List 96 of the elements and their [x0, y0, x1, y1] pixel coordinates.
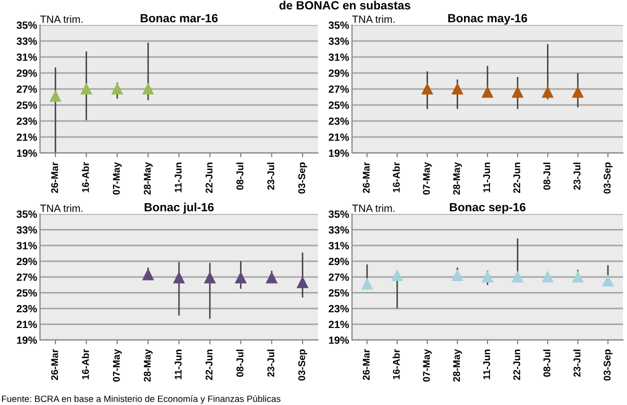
- y-tick-label: 25%: [16, 102, 37, 109]
- point: [572, 271, 584, 283]
- x-tick-label: 28-May: [144, 349, 153, 382]
- point: [602, 275, 614, 286]
- y-tick-label: 31%: [328, 54, 349, 61]
- y-tick-label: 27%: [16, 274, 37, 281]
- y-axis-title: TNA trim.: [40, 15, 82, 23]
- y-axis-title: TNA trim.: [352, 204, 394, 212]
- point: [266, 272, 278, 284]
- x-tick-label: 08-Jul: [236, 350, 244, 377]
- x-tick-label: 23-Jul: [267, 162, 274, 190]
- point: [235, 272, 246, 284]
- x-tick-label: 08-Jul: [236, 162, 244, 190]
- chart-title: Bonac sep-16: [450, 202, 526, 214]
- y-tick-label: 25%: [16, 289, 37, 297]
- y-tick-label: 33%: [328, 226, 349, 234]
- y-tick-label: 23%: [328, 118, 349, 125]
- point: [297, 276, 308, 288]
- x-tick-label: 28-May: [453, 162, 462, 195]
- y-tick-label: 33%: [328, 38, 349, 45]
- text: de BONAC en subastas: [279, 0, 410, 10]
- chart-title: Bonac jul-16: [144, 202, 214, 214]
- y-tick-label: 25%: [328, 289, 349, 297]
- y-tick-label: 33%: [16, 226, 37, 234]
- x-tick-label: 16-Abr: [392, 349, 400, 380]
- x-tick-label: 23-Jul: [573, 162, 580, 190]
- y-tick-label: 19%: [329, 336, 349, 344]
- x-tick-label: 26-Mar: [362, 162, 370, 194]
- x-tick-label: 28-May: [453, 349, 462, 382]
- x-tick-label: 08-Jul: [543, 350, 550, 377]
- y-tick-label: 29%: [328, 70, 349, 77]
- x-tick-label: 07-May: [423, 349, 432, 382]
- point: [542, 271, 554, 283]
- y-tick-label: 29%: [16, 70, 37, 77]
- y-tick-label: 29%: [16, 258, 37, 266]
- y-tick-label: 23%: [16, 305, 37, 312]
- y-tick-label: 21%: [328, 320, 349, 328]
- y-tick-label: 33%: [16, 38, 37, 45]
- x-tick-label: 22-Jun: [206, 350, 212, 380]
- x-tick-label: 28-May: [144, 162, 153, 195]
- point: [173, 272, 185, 284]
- y-tick-label: 27%: [16, 86, 37, 93]
- x-tick-label: 22-Jun: [513, 350, 520, 380]
- y-tick-label: 19%: [17, 150, 37, 157]
- x-tick-label: 16-Abr: [82, 162, 89, 192]
- point: [512, 271, 524, 283]
- x-tick-label: 11-Jun: [174, 162, 182, 192]
- x-tick-label: 26-Mar: [51, 349, 58, 380]
- y-tick-label: 29%: [328, 258, 349, 266]
- x-tick-label: 26-Mar: [362, 349, 370, 380]
- x-tick-label: 26-Mar: [51, 162, 58, 194]
- x-tick-label: 11-Jun: [483, 350, 490, 380]
- point: [204, 272, 216, 284]
- y-axis-title: TNA trim.: [40, 204, 82, 212]
- y-tick-label: 27%: [328, 274, 349, 281]
- x-tick-label: 08-Jul: [543, 162, 550, 190]
- x-tick-label: 23-Jul: [573, 350, 580, 377]
- y-tick-label: 27%: [328, 86, 349, 93]
- x-tick-label: 03-Sep: [298, 162, 308, 194]
- x-tick-label: 11-Jun: [174, 350, 182, 380]
- y-tick-label: 21%: [328, 134, 349, 141]
- chart-title: Bonac mar-16: [140, 14, 218, 22]
- x-tick-label: 23-Jul: [267, 350, 274, 377]
- x-tick-label: 07-May: [112, 162, 122, 195]
- y-tick-label: 35%: [16, 210, 37, 218]
- y-tick-label: 21%: [16, 320, 37, 328]
- y-tick-label: 31%: [16, 242, 37, 250]
- source-note: Fuente: BCRA en base a Ministerio de Economía y Finanzas Públicas: [2, 395, 280, 404]
- point: [482, 271, 494, 283]
- y-tick-label: 19%: [329, 150, 349, 157]
- y-tick-label: 35%: [328, 210, 349, 218]
- x-tick-label: 16-Abr: [82, 349, 89, 380]
- x-tick-label: 03-Sep: [604, 162, 612, 194]
- point: [142, 269, 154, 280]
- y-tick-label: 31%: [328, 242, 349, 250]
- point: [452, 270, 463, 281]
- y-tick-label: 31%: [16, 54, 37, 61]
- x-tick-label: 03-Sep: [298, 349, 308, 381]
- y-tick-label: 23%: [16, 118, 37, 125]
- y-axis-title: TNA trim.: [352, 15, 394, 23]
- x-tick-label: 07-May: [112, 349, 122, 382]
- x-tick-label: 11-Jun: [483, 162, 490, 192]
- point: [392, 270, 403, 281]
- y-tick-label: 35%: [16, 22, 37, 29]
- chart-title: Bonac may-16: [448, 14, 528, 25]
- y-tick-label: 25%: [328, 102, 349, 109]
- y-tick-label: 35%: [328, 22, 349, 29]
- x-tick-label: 22-Jun: [206, 162, 212, 194]
- x-tick-label: 22-Jun: [513, 162, 520, 194]
- point: [362, 278, 373, 290]
- y-tick-label: 19%: [17, 336, 37, 344]
- y-tick-label: 23%: [328, 305, 349, 312]
- x-tick-label: 03-Sep: [604, 349, 612, 381]
- x-tick-label: 16-Abr: [392, 162, 400, 192]
- y-tick-label: 21%: [16, 134, 37, 141]
- x-tick-label: 07-May: [423, 162, 432, 195]
